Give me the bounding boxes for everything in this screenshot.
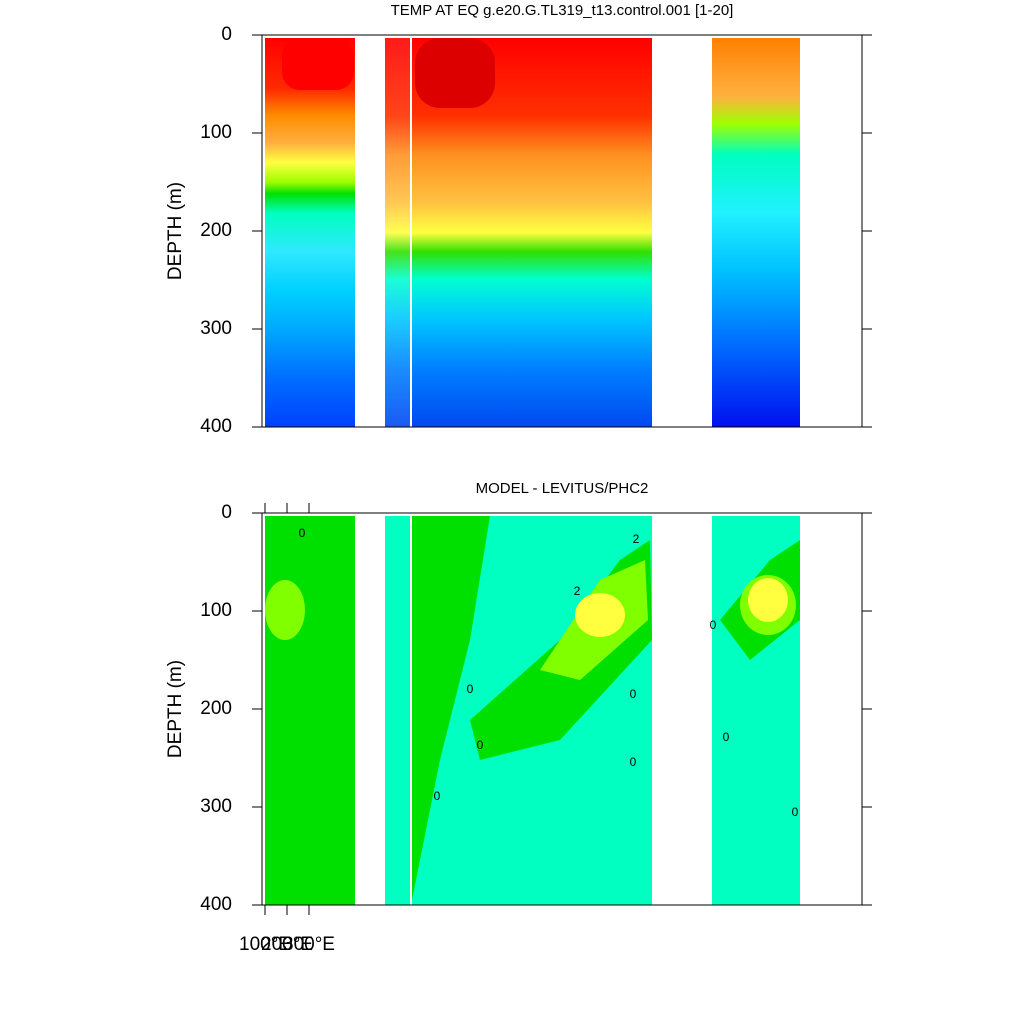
chart-title: TEMP AT EQ g.e20.G.TL319_t13.control.001… xyxy=(391,2,734,19)
contour-label: 0 xyxy=(630,755,637,769)
x-tick-label: 300°E xyxy=(283,934,335,955)
contour-label: 0 xyxy=(467,682,474,696)
contour-label: 0 xyxy=(630,687,637,701)
contour-label: 0 xyxy=(723,730,730,744)
y-tick-label: 400 xyxy=(200,894,232,915)
y-axis-label: DEPTH (m) xyxy=(165,660,186,758)
contour-label: 0 xyxy=(792,805,799,819)
y-tick-label: 0 xyxy=(221,24,232,45)
y-tick-label: 0 xyxy=(221,502,232,523)
contour-label: 0 xyxy=(299,526,306,540)
y-tick-label: 200 xyxy=(200,698,232,719)
chart-title: MODEL - LEVITUS/PHC2 xyxy=(476,480,649,497)
y-tick-label: 200 xyxy=(200,220,232,241)
contour-label: 0 xyxy=(477,738,484,752)
y-tick-label: 300 xyxy=(200,318,232,339)
bottom-field xyxy=(265,516,800,905)
contour-label: 0 xyxy=(710,618,717,632)
top-field xyxy=(265,38,800,427)
y-tick-label: 100 xyxy=(200,600,232,621)
y-axis-label: DEPTH (m) xyxy=(165,182,186,280)
y-tick-label: 300 xyxy=(200,796,232,817)
contour-label: 2 xyxy=(574,584,581,598)
contour-label: 0 xyxy=(434,789,441,803)
x-tick-label: 100°E xyxy=(239,934,291,955)
contour-label: 2 xyxy=(633,532,640,546)
y-tick-label: 400 xyxy=(200,416,232,437)
y-tick-label: 100 xyxy=(200,122,232,143)
x-tick-label: 200°E xyxy=(261,934,313,955)
